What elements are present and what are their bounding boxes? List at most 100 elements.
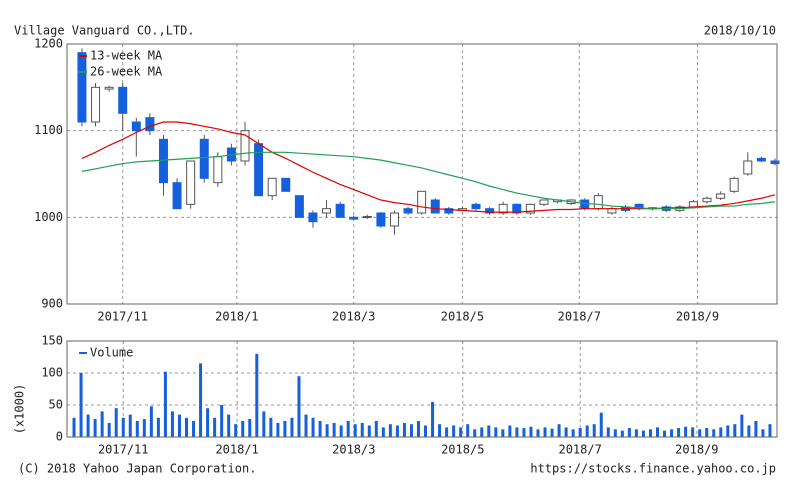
candle-body (539, 199, 549, 205)
volume-bar (332, 422, 336, 437)
candle-body (322, 208, 332, 214)
volume-bar (367, 425, 371, 437)
volume-bar (142, 419, 146, 437)
volume-bar (655, 427, 659, 437)
volume-bar (114, 408, 118, 437)
volume-bar (663, 430, 667, 437)
candle-body (729, 177, 739, 192)
candle-body (91, 86, 101, 123)
company-name: Village Vanguard CO.,LTD. (14, 24, 195, 38)
volume-bar (670, 429, 674, 437)
x-tick-label: 2018/7 (558, 443, 601, 457)
volume-bar (494, 427, 498, 437)
candle-body (104, 86, 114, 90)
candle-body (118, 86, 128, 114)
volume-bar (213, 417, 217, 437)
volume-bar (592, 424, 596, 437)
candle-body (430, 199, 440, 214)
candle-body (77, 52, 87, 123)
volume-bar (564, 427, 568, 437)
volume-bar (269, 417, 273, 437)
volume-bar (325, 424, 329, 437)
x-tick-label: 2018/9 (675, 443, 718, 457)
volume-bar (691, 427, 695, 437)
volume-bar (508, 425, 512, 437)
candle-body (525, 203, 535, 214)
volume-bar (431, 401, 435, 437)
volume-bar (177, 414, 181, 437)
volume-bar (634, 429, 638, 437)
volume-bar (93, 419, 97, 437)
candle-body (281, 177, 291, 192)
volume-bar (388, 424, 392, 437)
volume-bar (438, 424, 442, 437)
volume-bar (255, 353, 259, 437)
volume-bar (578, 428, 582, 437)
volume-bar (585, 425, 589, 437)
volume-bar (705, 428, 709, 437)
volume-bar (276, 422, 280, 437)
volume-bar (627, 428, 631, 437)
candle-body (770, 160, 780, 165)
volume-bar (381, 427, 385, 437)
legend-label: Volume (90, 346, 133, 360)
copyright: (C) 2018 Yahoo Japan Corporation. (18, 462, 256, 476)
candle-body (417, 190, 427, 214)
volume-bar (550, 428, 554, 437)
volume-bar (557, 424, 561, 437)
volume-bar (395, 425, 399, 437)
volume-bar (543, 427, 547, 437)
candle-body (444, 208, 454, 214)
volume-bar (227, 414, 231, 437)
candle-body (254, 143, 264, 197)
moving-average-line (81, 151, 776, 210)
volume-bar (192, 421, 196, 437)
volume-bar (452, 425, 456, 437)
candle-body (743, 160, 753, 175)
volume-bar (346, 421, 350, 437)
volume-bar (220, 405, 224, 437)
y-tick-label: 1100 (34, 123, 63, 137)
candle-body (512, 203, 522, 214)
volume-bar (606, 427, 610, 437)
x-tick-label: 2017/11 (98, 443, 149, 457)
volume-bar (768, 424, 772, 437)
volume-bar (170, 411, 174, 437)
volume-bar (459, 427, 463, 437)
plot-frame (66, 340, 778, 438)
y-tick-label: 0 (56, 430, 63, 444)
candle-body (145, 117, 155, 132)
x-tick-label: 2018/1 (215, 310, 258, 324)
candle-body (593, 195, 603, 210)
y-axis-label: (x1000) (13, 384, 27, 435)
x-tick-label: 2018/5 (441, 443, 484, 457)
volume-bar (248, 419, 252, 437)
y-tick-label: 900 (41, 297, 63, 311)
volume-bar (128, 414, 132, 437)
candle-body (186, 160, 196, 205)
volume-bar (156, 417, 160, 437)
volume-bar (424, 425, 428, 437)
volume-bar (571, 429, 575, 437)
candle-body (498, 203, 508, 214)
y-tick-label: 50 (49, 398, 63, 412)
volume-bar (698, 429, 702, 437)
volume-bar (684, 426, 688, 437)
volume-bar (72, 417, 76, 437)
volume-bar (529, 426, 533, 437)
volume-bar (641, 430, 645, 437)
candle-body (199, 138, 209, 179)
volume-bar (311, 417, 315, 437)
candle-body (267, 177, 277, 197)
candle-body (335, 203, 345, 218)
volume-bar (719, 427, 723, 437)
volume-bar (515, 427, 519, 437)
candle-body (376, 212, 386, 227)
volume-bar (107, 422, 111, 437)
candle-body (294, 195, 304, 218)
volume-bar (402, 422, 406, 437)
volume-bar (360, 422, 364, 437)
candle-body (308, 212, 318, 223)
candle-body (240, 130, 250, 162)
volume-bar (754, 421, 758, 437)
